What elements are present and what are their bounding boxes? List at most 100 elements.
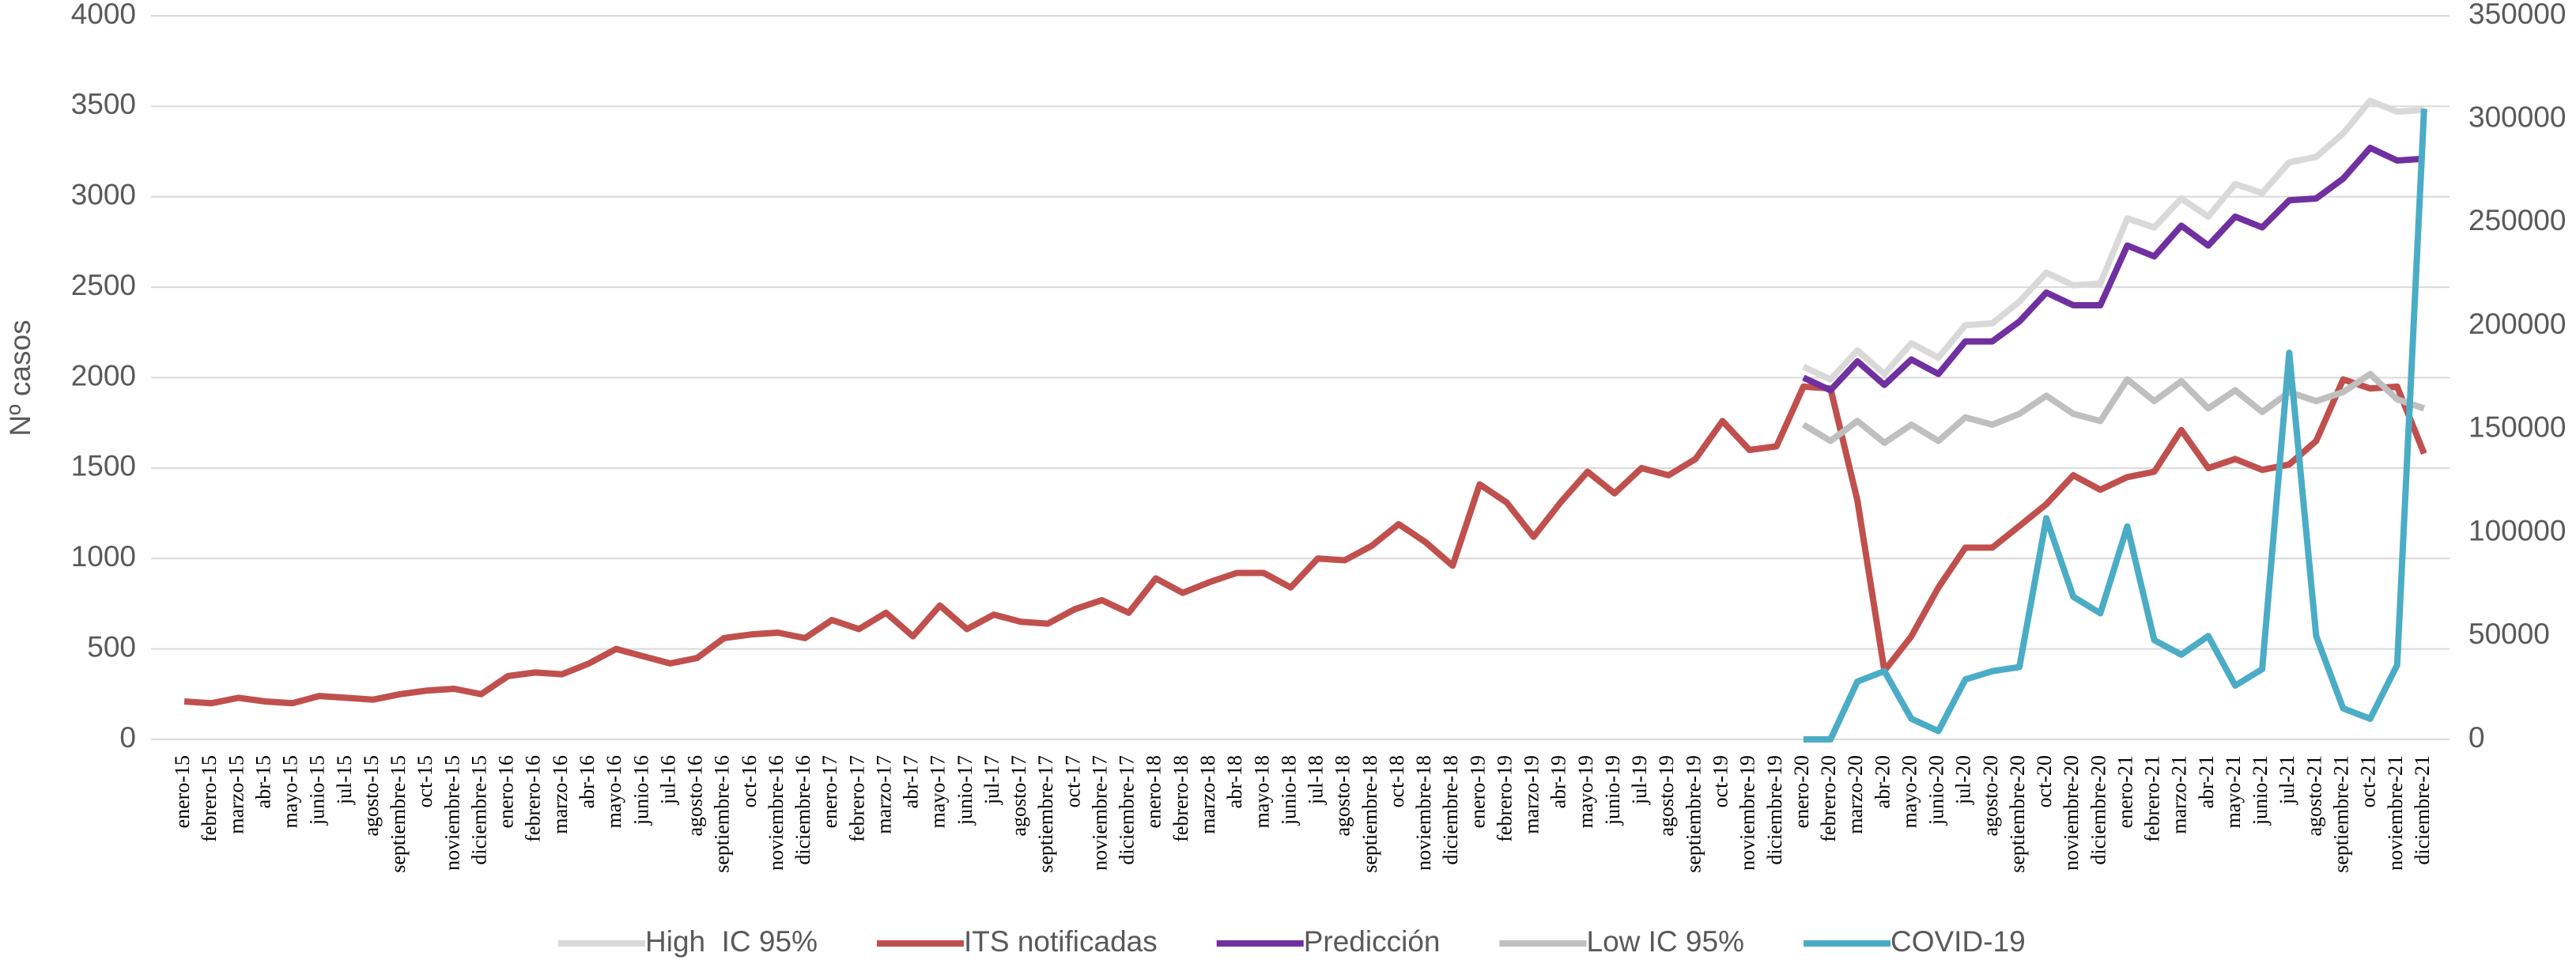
y2-tick-label: 250000 [2468, 204, 2566, 236]
x-tick-label: agosto-18 [1331, 755, 1354, 837]
y-tick-label: 3500 [71, 88, 136, 120]
x-tick-label: abr-16 [576, 755, 599, 808]
x-tick-label: febrero-17 [845, 755, 868, 842]
x-tick-label: mayo-15 [279, 755, 302, 828]
x-tick-label: enero-19 [1466, 755, 1489, 828]
x-tick-label: oct-18 [1385, 755, 1408, 807]
x-tick-label: junio-21 [2249, 755, 2272, 826]
x-tick-label: marzo-15 [225, 755, 247, 834]
series-line [1802, 97, 2425, 383]
x-tick-label: noviembre-17 [1088, 755, 1111, 871]
y-tick-label: 2500 [71, 269, 136, 301]
x-tick-label: mayo-18 [1250, 755, 1273, 828]
y2-tick-label: 200000 [2468, 308, 2566, 340]
x-tick-label: junio-18 [1277, 755, 1300, 826]
x-tick-label: abr-18 [1223, 755, 1246, 808]
y2-tick-label: 0 [2468, 721, 2485, 754]
x-tick-label: agosto-17 [1007, 755, 1030, 837]
x-tick-label: junio-16 [629, 755, 652, 826]
x-tick-label: diciembre-19 [1763, 755, 1786, 865]
x-tick-label: abr-21 [2195, 755, 2218, 808]
x-tick-label: agosto-15 [360, 755, 383, 837]
x-tick-label: junio-15 [306, 755, 329, 826]
x-tick-label: diciembre-18 [1439, 755, 1462, 865]
x-tick-label: diciembre-15 [467, 755, 490, 865]
x-tick-label: febrero-18 [1169, 755, 1192, 842]
x-tick-label: septiembre-20 [2006, 755, 2029, 873]
x-tick-label: abr-17 [900, 755, 923, 808]
y2-tick-label: 150000 [2468, 411, 2566, 444]
x-tick-label: oct-16 [738, 755, 761, 807]
x-tick-label: junio-17 [954, 755, 976, 826]
x-tick-label: noviembre-19 [1736, 755, 1759, 871]
x-tick-label: junio-19 [1601, 755, 1624, 826]
x-tick-label: agosto-21 [2302, 755, 2325, 837]
x-tick-label: mayo-21 [2222, 755, 2245, 828]
x-tick-label: marzo-19 [1520, 755, 1543, 834]
x-tick-label: noviembre-20 [2060, 755, 2083, 871]
x-tick-label: marzo-20 [1844, 755, 1867, 834]
x-tick-label: marzo-17 [872, 755, 895, 834]
x-tick-label: diciembre-17 [1116, 755, 1139, 865]
x-tick-label: agosto-19 [1655, 755, 1678, 837]
x-tick-label: oct-15 [414, 755, 436, 807]
x-tick-label: oct-21 [2357, 755, 2380, 807]
x-tick-label: febrero-15 [198, 755, 221, 842]
x-tick-label: jul-18 [1305, 755, 1328, 805]
x-tick-label: enero-18 [1143, 755, 1165, 828]
x-tick-label: enero-15 [171, 755, 194, 828]
x-tick-label: jul-16 [656, 755, 679, 805]
x-tick-label: oct-19 [1709, 755, 1732, 807]
x-tick-label: marzo-16 [549, 755, 572, 834]
x-tick-label: febrero-20 [1817, 755, 1840, 842]
x-tick-label: jul-19 [1628, 755, 1651, 805]
series-line [1801, 370, 2426, 446]
y2-tick-label: 100000 [2468, 514, 2566, 546]
series-line [183, 376, 2427, 707]
x-tick-label: febrero-19 [1493, 755, 1516, 842]
x-tick-label: jul-15 [333, 755, 356, 805]
series-line [1802, 145, 2425, 394]
x-tick-label: diciembre-16 [791, 755, 814, 865]
x-tick-label: septiembre-17 [1034, 755, 1057, 873]
x-tick-label: noviembre-18 [1412, 755, 1435, 871]
x-tick-label: abr-19 [1547, 755, 1570, 808]
x-tick-label: diciembre-20 [2087, 755, 2110, 865]
x-tick-label: agosto-20 [1979, 755, 2002, 837]
x-tick-label: mayo-20 [1898, 755, 1921, 828]
x-tick-label: septiembre-21 [2330, 755, 2353, 873]
x-tick-label: enero-21 [2113, 755, 2136, 828]
y-tick-label: 2000 [71, 359, 136, 391]
x-tick-label: febrero-21 [2141, 755, 2164, 842]
x-tick-label: enero-16 [495, 755, 518, 828]
legend-label: ITS notificadas [964, 925, 1158, 958]
x-tick-label: enero-17 [818, 755, 841, 828]
legend-label: Low IC 95% [1587, 925, 1745, 958]
y-axis-title: Nº casos [4, 319, 36, 436]
x-tick-label: noviembre-16 [765, 755, 788, 871]
x-tick-label: jul-21 [2276, 755, 2298, 805]
y2-tick-label: 350000 [2468, 0, 2566, 30]
x-tick-label: septiembre-19 [1682, 755, 1705, 873]
x-tick-label: septiembre-16 [711, 755, 734, 873]
y2-tick-label: 50000 [2468, 618, 2550, 650]
x-tick-label: oct-17 [1061, 755, 1084, 807]
y-tick-label: 1500 [71, 450, 136, 482]
x-tick-label: noviembre-21 [2384, 755, 2407, 871]
legend-label: COVID-19 [1890, 925, 2026, 958]
x-tick-label: agosto-16 [684, 755, 707, 837]
x-tick-label: abr-15 [251, 755, 274, 808]
x-tick-label: septiembre-15 [387, 755, 410, 873]
y-tick-label: 0 [119, 721, 136, 754]
legend-label: High IC 95% [645, 925, 818, 958]
x-tick-label: oct-20 [2033, 755, 2056, 807]
x-tick-label: mayo-19 [1574, 755, 1597, 828]
x-tick-label: jul-20 [1952, 755, 1975, 805]
x-tick-label: mayo-16 [602, 755, 625, 828]
x-tick-label: enero-20 [1790, 755, 1813, 828]
y-tick-label: 4000 [71, 0, 136, 30]
x-tick-label: jul-17 [980, 755, 1003, 805]
y-tick-label: 3000 [71, 179, 136, 211]
x-tick-label: marzo-21 [2168, 755, 2191, 834]
